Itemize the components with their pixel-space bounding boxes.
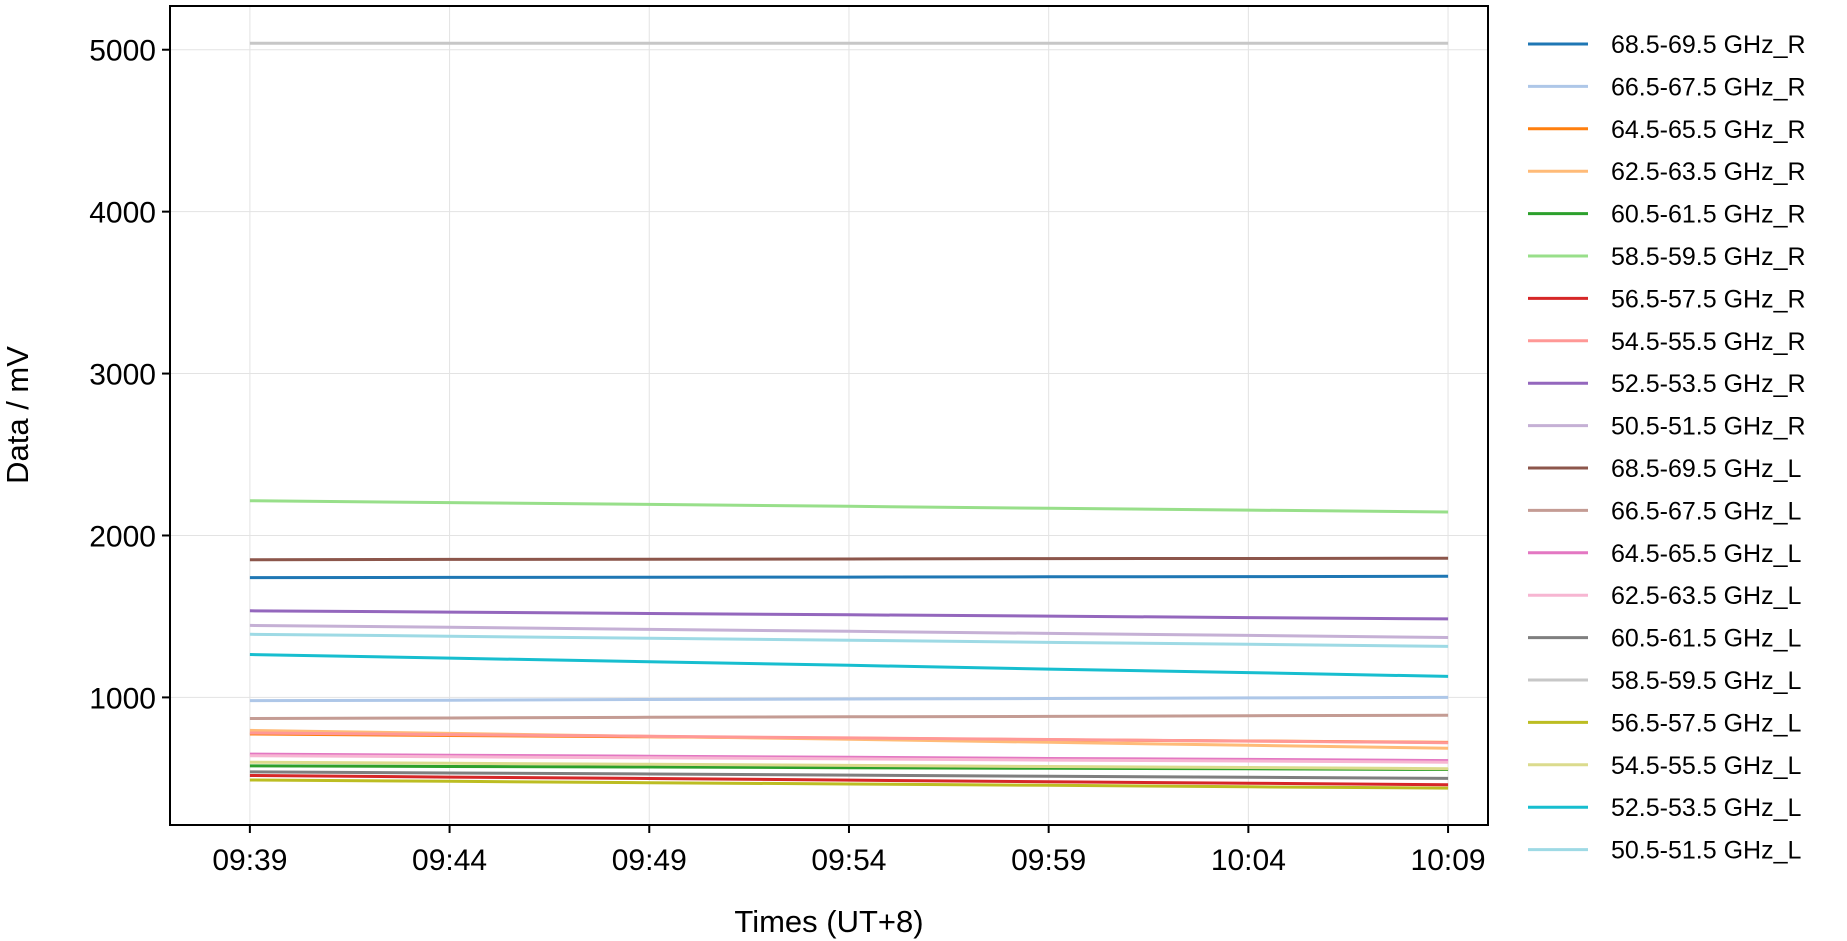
series-line bbox=[249, 731, 1449, 745]
series-line bbox=[249, 632, 1449, 648]
series-line bbox=[249, 754, 1449, 764]
plot-frame bbox=[169, 5, 1489, 826]
series-line bbox=[249, 752, 1449, 763]
legend-label: 64.5-65.5 GHz_L bbox=[1611, 540, 1801, 568]
legend-label: 52.5-53.5 GHz_R bbox=[1611, 370, 1806, 398]
series-line bbox=[249, 556, 1449, 562]
x-tick-label: 09:54 bbox=[811, 844, 886, 877]
series-line bbox=[249, 695, 1449, 703]
series-line bbox=[249, 760, 1449, 771]
legend-label: 66.5-67.5 GHz_L bbox=[1611, 497, 1801, 525]
y-tick-label: 5000 bbox=[89, 35, 156, 68]
series-line bbox=[249, 770, 1449, 780]
y-axis-label: Data / mV bbox=[0, 346, 35, 484]
x-tick-label: 10:04 bbox=[1211, 844, 1286, 877]
legend-label: 58.5-59.5 GHz_L bbox=[1611, 667, 1801, 695]
legend-label: 58.5-59.5 GHz_R bbox=[1611, 243, 1806, 271]
legend-label: 54.5-55.5 GHz_L bbox=[1611, 752, 1801, 780]
legend-label: 62.5-63.5 GHz_R bbox=[1611, 158, 1806, 186]
series-line bbox=[249, 499, 1449, 514]
series-line bbox=[249, 713, 1449, 720]
x-tick-label: 09:49 bbox=[612, 844, 687, 877]
y-tick-label: 3000 bbox=[89, 359, 156, 392]
legend-label: 50.5-51.5 GHz_L bbox=[1611, 837, 1801, 865]
legend-label: 56.5-57.5 GHz_L bbox=[1611, 709, 1801, 737]
series-line bbox=[249, 574, 1449, 580]
y-tick-label: 4000 bbox=[89, 197, 156, 230]
legend-label: 56.5-57.5 GHz_R bbox=[1611, 285, 1806, 313]
series-line bbox=[249, 623, 1449, 639]
legend-label: 68.5-69.5 GHz_R bbox=[1611, 31, 1806, 59]
legend-label: 68.5-69.5 GHz_L bbox=[1611, 455, 1801, 483]
y-tick-label: 1000 bbox=[89, 682, 156, 715]
legend-label: 60.5-61.5 GHz_R bbox=[1611, 201, 1806, 229]
x-tick-label: 09:44 bbox=[412, 844, 487, 877]
legend-label: 52.5-53.5 GHz_L bbox=[1611, 794, 1801, 822]
legend-label: 60.5-61.5 GHz_L bbox=[1611, 625, 1801, 653]
legend-label: 50.5-51.5 GHz_R bbox=[1611, 413, 1806, 441]
legend-label: 64.5-65.5 GHz_R bbox=[1611, 116, 1806, 144]
x-tick-label: 10:09 bbox=[1411, 844, 1486, 877]
series-line bbox=[249, 774, 1449, 787]
y-tick-label: 2000 bbox=[89, 520, 156, 553]
series-line bbox=[249, 778, 1449, 790]
series-line bbox=[249, 653, 1449, 678]
legend-label: 54.5-55.5 GHz_R bbox=[1611, 328, 1806, 356]
x-tick-label: 09:59 bbox=[1011, 844, 1086, 877]
x-tick-label: 09:39 bbox=[212, 844, 287, 877]
x-axis-label: Times (UT+8) bbox=[734, 904, 923, 939]
legend-label: 66.5-67.5 GHz_R bbox=[1611, 73, 1806, 101]
legend-label: 62.5-63.5 GHz_L bbox=[1611, 582, 1801, 610]
series-line bbox=[249, 609, 1449, 621]
